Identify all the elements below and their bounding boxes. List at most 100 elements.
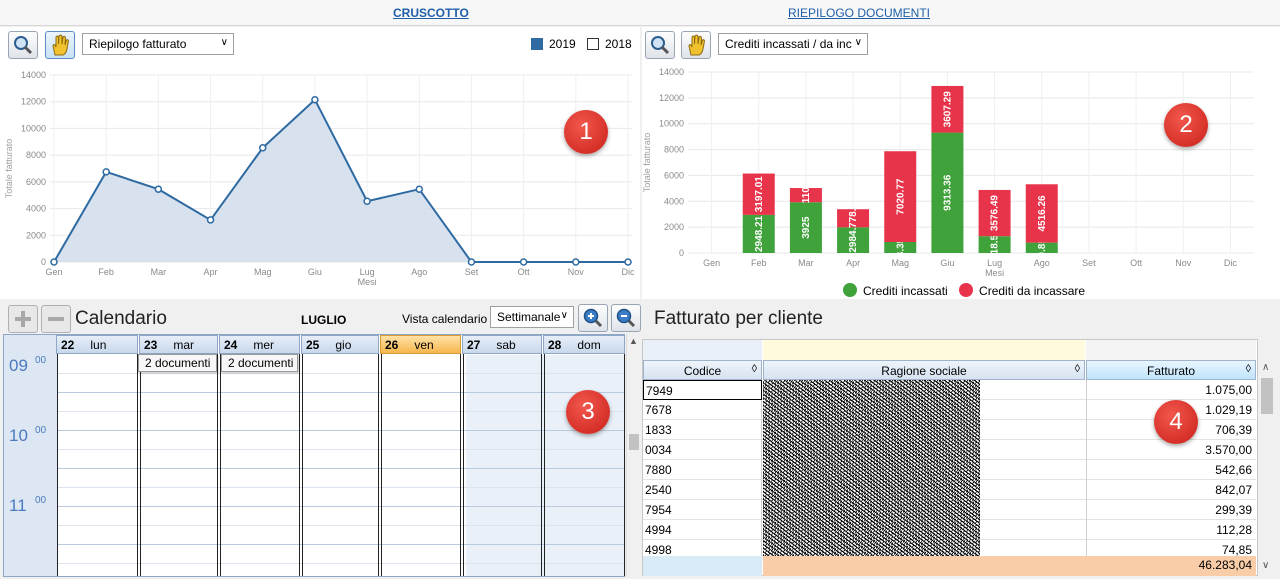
chevron-down-icon: ∨ (560, 310, 568, 321)
y-axis-label: Totale fatturato (4, 139, 14, 199)
day-column-sab[interactable] (463, 354, 542, 576)
day-header-gio[interactable]: 25 gio (301, 335, 379, 354)
calendar-view-select[interactable]: Settimanale ∨ (490, 306, 574, 328)
legend-swatch-2019 (531, 38, 543, 50)
minute-label: 00 (35, 355, 47, 366)
scroll-thumb[interactable] (629, 434, 639, 450)
report-select[interactable]: Riepilogo fatturato ∨ (82, 33, 234, 55)
day-header-lun[interactable]: 22 lun (56, 335, 138, 354)
day-header-mar[interactable]: 23 mar (139, 335, 218, 354)
day-header-dom[interactable]: 28 dom (543, 335, 625, 354)
cell-fatturato[interactable]: 542,66 (1086, 460, 1256, 480)
cell-fatturato[interactable]: 112,28 (1086, 520, 1256, 540)
data-point (467, 258, 476, 266)
bar-da-incassare (884, 151, 917, 243)
magnifier-icon (651, 36, 670, 55)
cell-codice[interactable]: 7880 (643, 460, 762, 480)
pan-button-2[interactable] (681, 31, 711, 59)
day-column-ven[interactable] (381, 354, 461, 576)
cell-codice[interactable]: 7954 (643, 500, 762, 520)
bar-data-label: 3.35 (895, 237, 906, 257)
x-tick-label: Feb (98, 267, 114, 277)
remove-button[interactable] (41, 305, 71, 333)
callout-badge-1: 1 (564, 110, 608, 154)
cell-fatturato[interactable]: 299,39 (1086, 500, 1256, 520)
bar-incassati (789, 202, 822, 253)
y-tick-label: 14000 (21, 70, 46, 80)
day-column-lun[interactable] (57, 354, 138, 576)
scroll-thumb[interactable] (1261, 378, 1273, 414)
column-header-ragione-sociale[interactable]: Ragione sociale ◊ (763, 360, 1085, 380)
documents-chip-mer[interactable]: 2 documenti (221, 354, 298, 372)
legend-label-incassati: Crediti incassati (863, 284, 948, 298)
cell-fatturato[interactable]: 842,07 (1086, 480, 1256, 500)
sort-icon: ◊ (1245, 363, 1251, 375)
cell-fatturato[interactable]: 1.075,00 (1086, 380, 1256, 400)
x-tick-label: Giu (940, 258, 954, 268)
cell-codice[interactable]: 1833 (643, 420, 762, 440)
bar-data-label: 18.5 (990, 234, 1001, 254)
day-column-mar[interactable] (140, 354, 218, 576)
column-header-fatturato[interactable]: Fatturato ◊ (1086, 360, 1256, 380)
total-row-left (643, 556, 762, 576)
cell-codice[interactable]: 4994 (643, 520, 762, 540)
zoom-out-icon (616, 308, 636, 328)
add-button[interactable] (8, 305, 38, 333)
zoom-out-button[interactable] (611, 304, 641, 332)
bar-data-label: 3576.49 (990, 195, 1001, 232)
pan-button[interactable] (45, 31, 75, 59)
total-fatturato: 46.283,04 (1198, 558, 1252, 572)
zoom-button-2[interactable] (645, 31, 675, 59)
day-column-mer[interactable] (220, 354, 300, 576)
y-tick-label: 8000 (26, 150, 46, 160)
zoom-in-button[interactable] (578, 304, 608, 332)
column-header-codice[interactable]: Codice ◊ (643, 360, 762, 380)
day-header-ven[interactable]: 26 ven (380, 335, 461, 354)
day-header-sab[interactable]: 27 sab (462, 335, 542, 354)
legend-2019[interactable]: 2019 (531, 37, 576, 51)
day-name: dom (577, 338, 601, 352)
data-point (258, 144, 267, 152)
group-header-mid (763, 340, 1085, 360)
cell-codice[interactable]: 7949 (643, 380, 762, 400)
top-tab-bar (0, 0, 1280, 26)
x-tick-label: Dic (1224, 258, 1237, 268)
legend-2018[interactable]: 2018 (587, 37, 632, 51)
column-header-codice-label: Codice (683, 364, 722, 378)
clienti-scrollbar[interactable]: ∧ ∨ (1258, 360, 1276, 576)
cell-fatturato[interactable]: 1.029,19 (1086, 400, 1256, 420)
y-tick-label: 6000 (664, 170, 684, 180)
bar-data-label: 110 (801, 187, 812, 204)
total-row-band (763, 556, 1256, 576)
scroll-up-icon[interactable]: ▲ (629, 336, 638, 346)
legend-item-da-incassare[interactable]: Crediti da incassare (959, 283, 1086, 298)
cell-fatturato[interactable]: 74,85 (1086, 540, 1256, 560)
y-tick-label: 12000 (21, 97, 46, 107)
tab-riepilogo-documenti[interactable]: RIEPILOGO DOCUMENTI (788, 6, 931, 20)
legend-item-incassati[interactable]: Crediti incassati (843, 283, 948, 298)
documents-chip-mar[interactable]: 2 documenti (138, 354, 217, 372)
cell-fatturato[interactable]: 706,39 (1086, 420, 1256, 440)
hand-icon (52, 34, 70, 56)
clienti-title: Fatturato per cliente (654, 308, 823, 329)
x-tick-label: Ott (518, 267, 531, 277)
tab-cruscotto[interactable]: CRUSCOTTO (393, 6, 469, 20)
legend-label-2019: 2019 (549, 37, 576, 51)
cell-codice[interactable]: 0034 (643, 440, 762, 460)
x-tick-label: Mar (798, 258, 814, 268)
scroll-down-icon[interactable]: ∨ (1262, 560, 1270, 571)
legend-label-da-incassare: Crediti da incassare (979, 284, 1086, 298)
cell-codice[interactable]: 4998 (643, 540, 762, 560)
crediti-select-value: Crediti incassati / da inc (725, 37, 852, 51)
x-tick-label: Nov (568, 267, 585, 277)
cell-codice[interactable]: 7678 (643, 400, 762, 420)
cell-fatturato[interactable]: 3.570,00 (1086, 440, 1256, 460)
day-column-gio[interactable] (302, 354, 379, 576)
scroll-up-icon[interactable]: ∧ (1262, 362, 1270, 373)
calendar-scrollbar[interactable]: ▲ (626, 334, 640, 577)
day-header-mer[interactable]: 24 mer (219, 335, 300, 354)
crediti-select[interactable]: Crediti incassati / da inc ∨ (718, 33, 868, 55)
day-column-dom[interactable] (544, 354, 625, 576)
cell-codice[interactable]: 2540 (643, 480, 762, 500)
zoom-button[interactable] (8, 31, 38, 59)
